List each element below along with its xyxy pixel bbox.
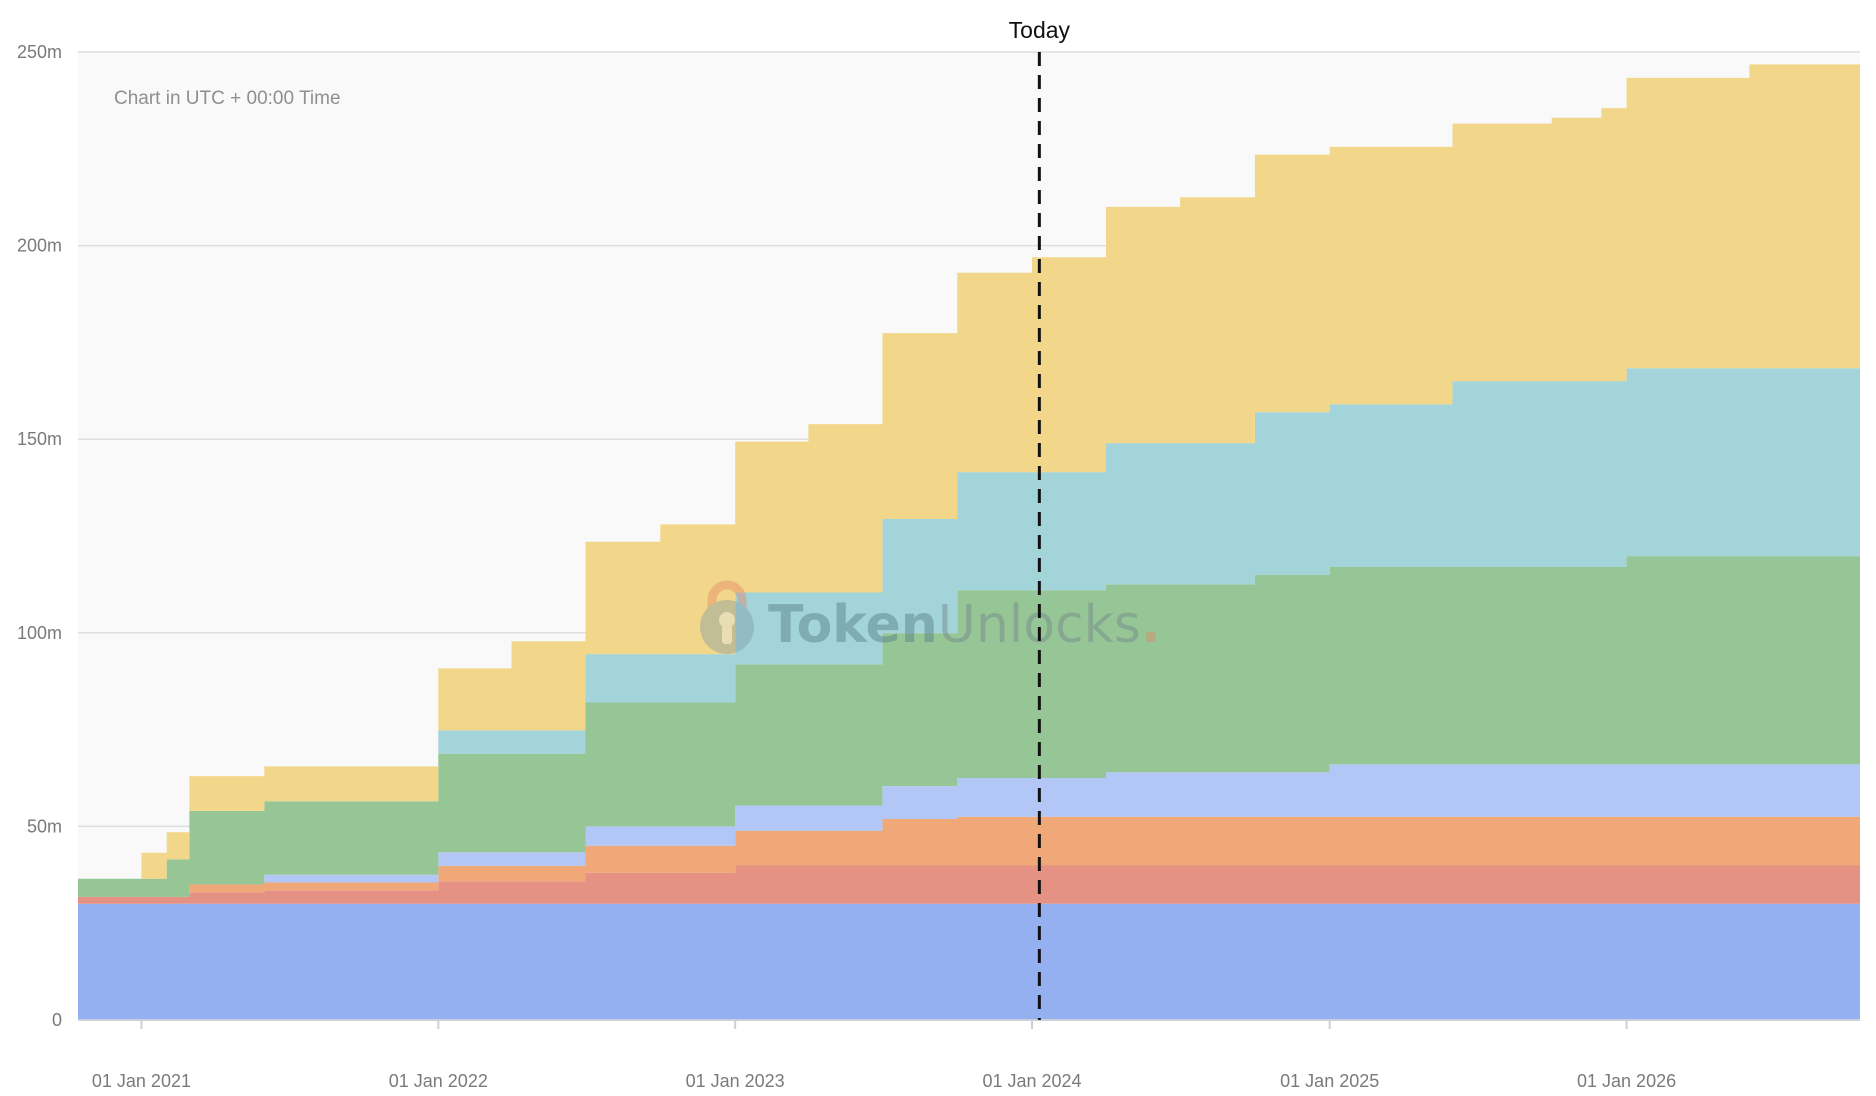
x-axis-ticks: 01 Jan 2021 01 Jan 2022 01 Jan 2023 01 Jan … [92,1020,1676,1091]
x-tick-label: 01 Jan 2025 [1280,1071,1379,1091]
watermark-dot-text: . [1141,595,1161,655]
watermark: TokenUnlocks. [700,580,1161,655]
series-7-area[interactable] [78,64,1860,879]
svg-text:TokenUnlocks.: TokenUnlocks. [768,595,1161,655]
watermark-token-text: Token [768,595,938,655]
lock-logo-icon [700,580,754,654]
y-tick-label: 0 [52,1010,62,1030]
y-tick-label: 200m [17,236,62,256]
stacked-areas [78,64,1860,1020]
today-label: Today [1009,17,1071,43]
series-6-area[interactable] [78,368,1860,879]
x-tick-label: 01 Jan 2023 [686,1071,785,1091]
series-4-area[interactable] [78,764,1860,897]
series-2-area[interactable] [78,865,1860,904]
y-tick-label: 50m [27,816,62,836]
y-axis-ticks: 0 50m 100m 150m 200m 250m [17,42,62,1030]
y-tick-label: 250m [17,42,62,62]
x-tick-label: 01 Jan 2024 [982,1071,1081,1091]
y-tick-label: 150m [17,429,62,449]
x-tick-label: 01 Jan 2021 [92,1071,191,1091]
x-tick-label: 01 Jan 2022 [389,1071,488,1091]
series-5-area[interactable] [78,556,1860,897]
x-tick-label: 01 Jan 2026 [1577,1071,1676,1091]
timezone-note: Chart in UTC + 00:00 Time [114,88,341,109]
series-1-area[interactable] [78,903,1860,1020]
y-tick-label: 100m [17,623,62,643]
series-3-area[interactable] [78,816,1860,897]
